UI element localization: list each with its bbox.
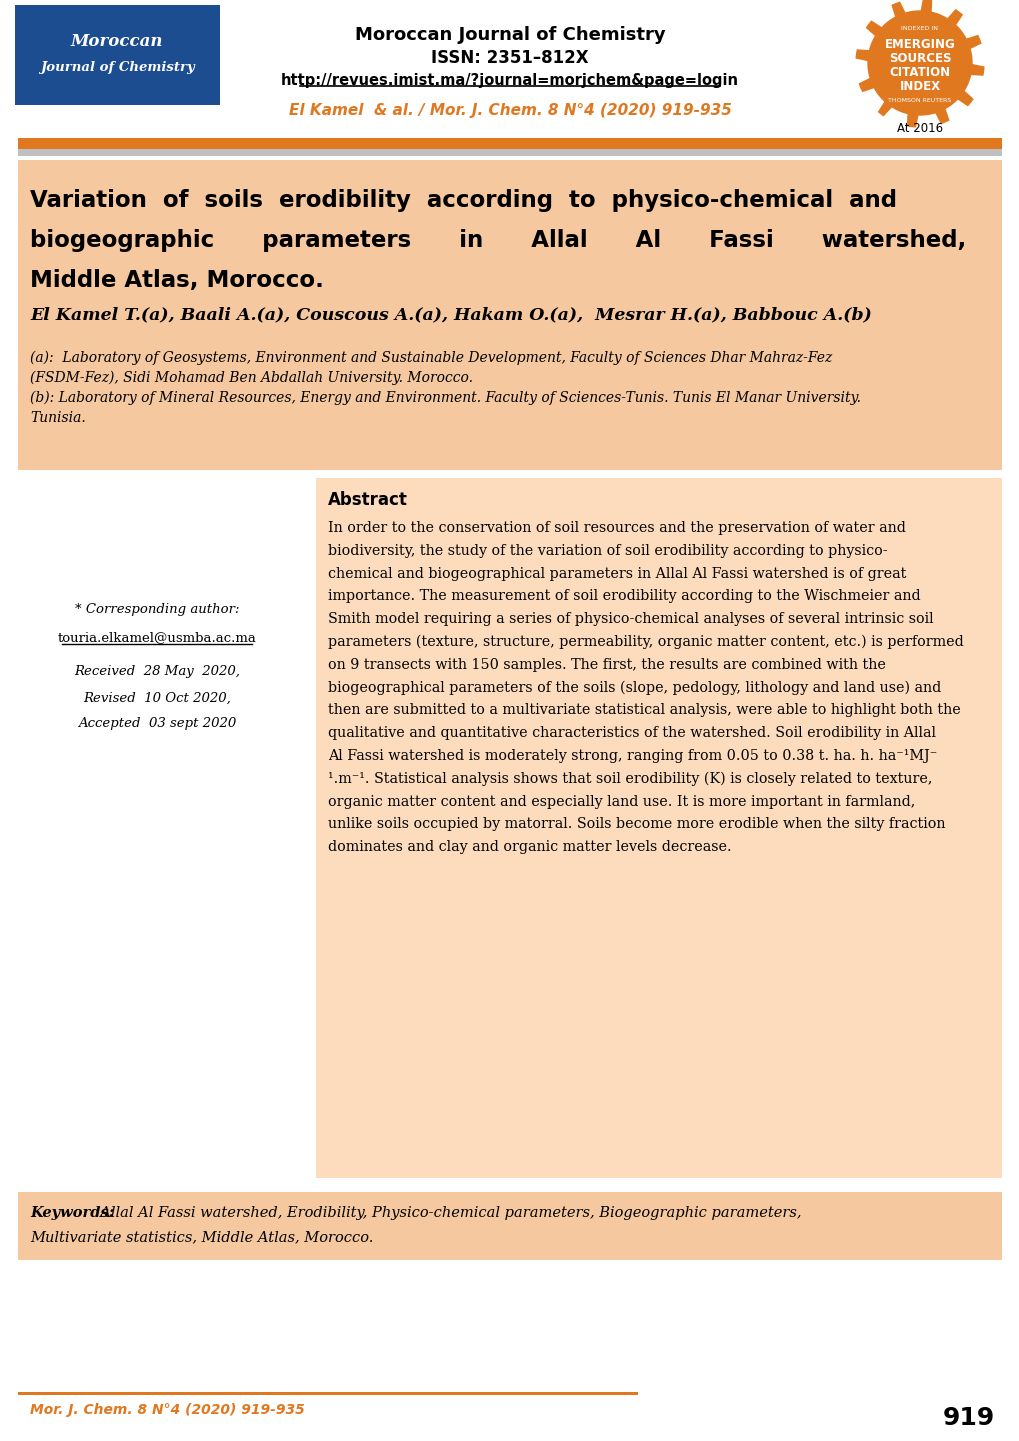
- Text: Smith model requiring a series of physico-chemical analyses of several intrinsic: Smith model requiring a series of physic…: [328, 612, 932, 627]
- Text: * Corresponding author:: * Corresponding author:: [74, 604, 239, 617]
- Text: INDEXED IN: INDEXED IN: [901, 26, 937, 30]
- Text: Al Fassi watershed is moderately strong, ranging from 0.05 to 0.38 t. ha. h. ha⁻: Al Fassi watershed is moderately strong,…: [328, 749, 936, 762]
- Text: Moroccan: Moroccan: [70, 33, 163, 50]
- Text: EMERGING: EMERGING: [883, 37, 955, 50]
- Text: CITATION: CITATION: [889, 65, 950, 78]
- Text: Tunisia.: Tunisia.: [30, 411, 86, 425]
- Text: Middle Atlas, Morocco.: Middle Atlas, Morocco.: [30, 268, 324, 291]
- Text: INDEX: INDEX: [899, 79, 940, 92]
- Bar: [316, 478, 1001, 1177]
- Text: biogeographical parameters of the soils (slope, pedology, lithology and land use: biogeographical parameters of the soils …: [328, 680, 941, 695]
- Text: http://revues.imist.ma/?journal=morjchem&page=login: http://revues.imist.ma/?journal=morjchem…: [280, 72, 739, 88]
- Bar: [18, 478, 316, 1177]
- Text: Abstract: Abstract: [328, 491, 408, 509]
- Text: Revised  10 Oct 2020,: Revised 10 Oct 2020,: [83, 692, 230, 705]
- Bar: [18, 148, 1001, 156]
- Text: touria.elkamel@usmba.ac.ma: touria.elkamel@usmba.ac.ma: [57, 631, 256, 644]
- Text: chemical and biogeographical parameters in Allal Al Fassi watershed is of great: chemical and biogeographical parameters …: [328, 566, 906, 581]
- Text: 919: 919: [942, 1406, 994, 1429]
- Text: El Kamel T.(a), Baali A.(a), Couscous A.(a), Hakam O.(a),  Mesrar H.(a), Babbouc: El Kamel T.(a), Baali A.(a), Couscous A.…: [30, 307, 871, 323]
- Text: biogeographic      parameters      in      Allal      Al      Fassi      watersh: biogeographic parameters in Allal Al Fas…: [30, 229, 965, 252]
- Text: on 9 transects with 150 samples. The first, the results are combined with the: on 9 transects with 150 samples. The fir…: [328, 657, 886, 672]
- Bar: [0, 0, 1019, 140]
- Text: ISSN: 2351–812X: ISSN: 2351–812X: [431, 49, 588, 66]
- Text: Variation  of  soils  erodibility  according  to  physico-chemical  and: Variation of soils erodibility according…: [30, 189, 896, 212]
- Bar: [15, 4, 220, 105]
- Text: Keywords:: Keywords:: [30, 1206, 114, 1221]
- Text: parameters (texture, structure, permeability, organic matter content, etc.) is p: parameters (texture, structure, permeabi…: [328, 635, 963, 650]
- Text: In order to the conservation of soil resources and the preservation of water and: In order to the conservation of soil res…: [328, 522, 905, 535]
- Text: importance. The measurement of soil erodibility according to the Wischmeier and: importance. The measurement of soil erod…: [328, 589, 920, 604]
- Bar: [18, 138, 1001, 148]
- Bar: [18, 1192, 1001, 1259]
- Text: THOMSON REUTERS: THOMSON REUTERS: [888, 98, 951, 102]
- Text: (a):  Laboratory of Geosystems, Environment and Sustainable Development, Faculty: (a): Laboratory of Geosystems, Environme…: [30, 350, 832, 365]
- Text: Moroccan Journal of Chemistry: Moroccan Journal of Chemistry: [355, 26, 664, 45]
- Text: organic matter content and especially land use. It is more important in farmland: organic matter content and especially la…: [328, 794, 914, 808]
- Bar: [18, 160, 1001, 470]
- Text: Multivariate statistics, Middle Atlas, Morocco.: Multivariate statistics, Middle Atlas, M…: [30, 1231, 373, 1244]
- Text: Allal Al Fassi watershed, Erodibility, Physico-chemical parameters, Biogeographi: Allal Al Fassi watershed, Erodibility, P…: [91, 1206, 801, 1221]
- Text: Accepted  03 sept 2020: Accepted 03 sept 2020: [77, 718, 235, 731]
- Bar: [18, 1392, 637, 1395]
- Text: dominates and clay and organic matter levels decrease.: dominates and clay and organic matter le…: [328, 840, 731, 855]
- Bar: [0, 1380, 1019, 1441]
- Circle shape: [869, 13, 969, 112]
- Text: Mor. J. Chem. 8 N°4 (2020) 919-935: Mor. J. Chem. 8 N°4 (2020) 919-935: [30, 1404, 305, 1417]
- Text: Received  28 May  2020,: Received 28 May 2020,: [74, 666, 239, 679]
- Text: Journal of Chemistry: Journal of Chemistry: [40, 62, 195, 75]
- Text: El Kamel  & al. / Mor. J. Chem. 8 N°4 (2020) 919-935: El Kamel & al. / Mor. J. Chem. 8 N°4 (20…: [288, 102, 731, 118]
- Text: ¹.m⁻¹. Statistical analysis shows that soil erodibility (K) is closely related t: ¹.m⁻¹. Statistical analysis shows that s…: [328, 771, 931, 785]
- Text: biodiversity, the study of the variation of soil erodibility according to physic: biodiversity, the study of the variation…: [328, 543, 887, 558]
- Text: (b): Laboratory of Mineral Resources, Energy and Environment. Faculty of Science: (b): Laboratory of Mineral Resources, En…: [30, 391, 860, 405]
- Text: qualitative and quantitative characteristics of the watershed. Soil erodibility : qualitative and quantitative characteris…: [328, 726, 935, 741]
- Polygon shape: [855, 0, 983, 127]
- Text: then are submitted to a multivariate statistical analysis, were able to highligh: then are submitted to a multivariate sta…: [328, 703, 960, 718]
- Text: (FSDM-Fez), Sidi Mohamad Ben Abdallah University. Morocco.: (FSDM-Fez), Sidi Mohamad Ben Abdallah Un…: [30, 370, 473, 385]
- Text: unlike soils occupied by matorral. Soils become more erodible when the silty fra: unlike soils occupied by matorral. Soils…: [328, 817, 945, 831]
- Text: At 2016: At 2016: [896, 121, 943, 134]
- Bar: [15, 4, 220, 105]
- Text: SOURCES: SOURCES: [888, 52, 951, 65]
